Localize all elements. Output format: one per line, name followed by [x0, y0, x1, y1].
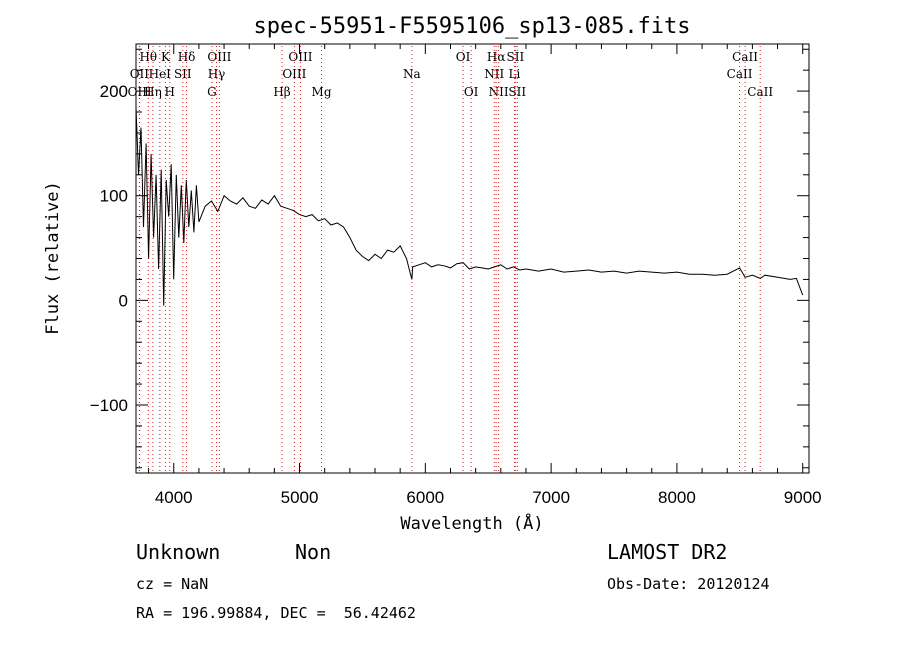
line-label-8: H — [164, 85, 174, 99]
line-label-23: NII — [489, 85, 509, 99]
y-tick-label-3: 200 — [100, 82, 128, 101]
line-label-20: SII — [507, 50, 525, 64]
line-label-16: Na — [403, 67, 421, 81]
line-label-11: G — [207, 85, 217, 99]
line-label-2: OIII — [128, 85, 152, 99]
x-axis-label: Wavelength (Å) — [400, 512, 543, 534]
chart-title: spec-55951-F5595106_sp13-085.fits — [253, 14, 690, 39]
survey-name: LAMOST DR2 — [607, 540, 728, 564]
line-label-26: CaII — [727, 67, 753, 81]
redshift-cz: cz = NaN — [136, 575, 209, 593]
line-label-14: Hβ — [273, 85, 290, 99]
spectral-line-markers — [138, 46, 761, 471]
x-tick-label-1: 5000 — [281, 488, 319, 507]
line-label-0: Hθ — [139, 50, 157, 64]
line-label-21: NII — [484, 67, 504, 81]
line-label-5: HeI — [149, 67, 172, 81]
y-axis-label: Flux (relative) — [43, 181, 63, 335]
line-label-4: Hδ — [178, 50, 196, 64]
line-label-7: Hη — [144, 85, 162, 99]
x-tick-label-4: 8000 — [658, 488, 696, 507]
line-label-6: SII — [174, 67, 192, 81]
object-subclass: Non — [295, 540, 332, 564]
x-tick-label-0: 4000 — [155, 488, 193, 507]
line-label-17: OI — [456, 50, 471, 64]
line-label-1: OII — [130, 67, 150, 81]
line-label-22: Li — [508, 67, 520, 81]
line-label-12: OIII — [288, 50, 312, 64]
line-label-13: OIII — [282, 67, 306, 81]
line-label-3: K — [161, 50, 171, 64]
line-label-24: SII — [508, 85, 526, 99]
line-label-10: Hγ — [208, 67, 226, 81]
y-tick-label-0: −100 — [90, 396, 128, 415]
y-tick-label-1: 0 — [119, 291, 128, 310]
obs-date: Obs-Date: 20120124 — [607, 575, 770, 593]
line-label-18: OI — [464, 85, 479, 99]
line-label-19: Hα — [487, 50, 506, 64]
coordinates: RA = 196.99884, DEC = 56.42462 — [136, 604, 416, 622]
axis-ticks: 4000 5000 6000 7000 8000 9000 −100 0 100 200 — [90, 44, 822, 507]
line-label-25: CaII — [732, 50, 758, 64]
object-class: Unknown — [136, 540, 221, 564]
line-label-27: CaII — [747, 85, 773, 99]
x-tick-label-3: 7000 — [532, 488, 570, 507]
x-tick-label-5: 9000 — [784, 488, 822, 507]
plot-frame — [135, 43, 810, 474]
y-tick-label-2: 100 — [100, 187, 128, 206]
spectrum-series-line — [135, 106, 804, 306]
x-tick-label-2: 6000 — [406, 488, 444, 507]
line-label-15: Mg — [312, 85, 332, 99]
line-label-9: OIII — [207, 50, 231, 64]
